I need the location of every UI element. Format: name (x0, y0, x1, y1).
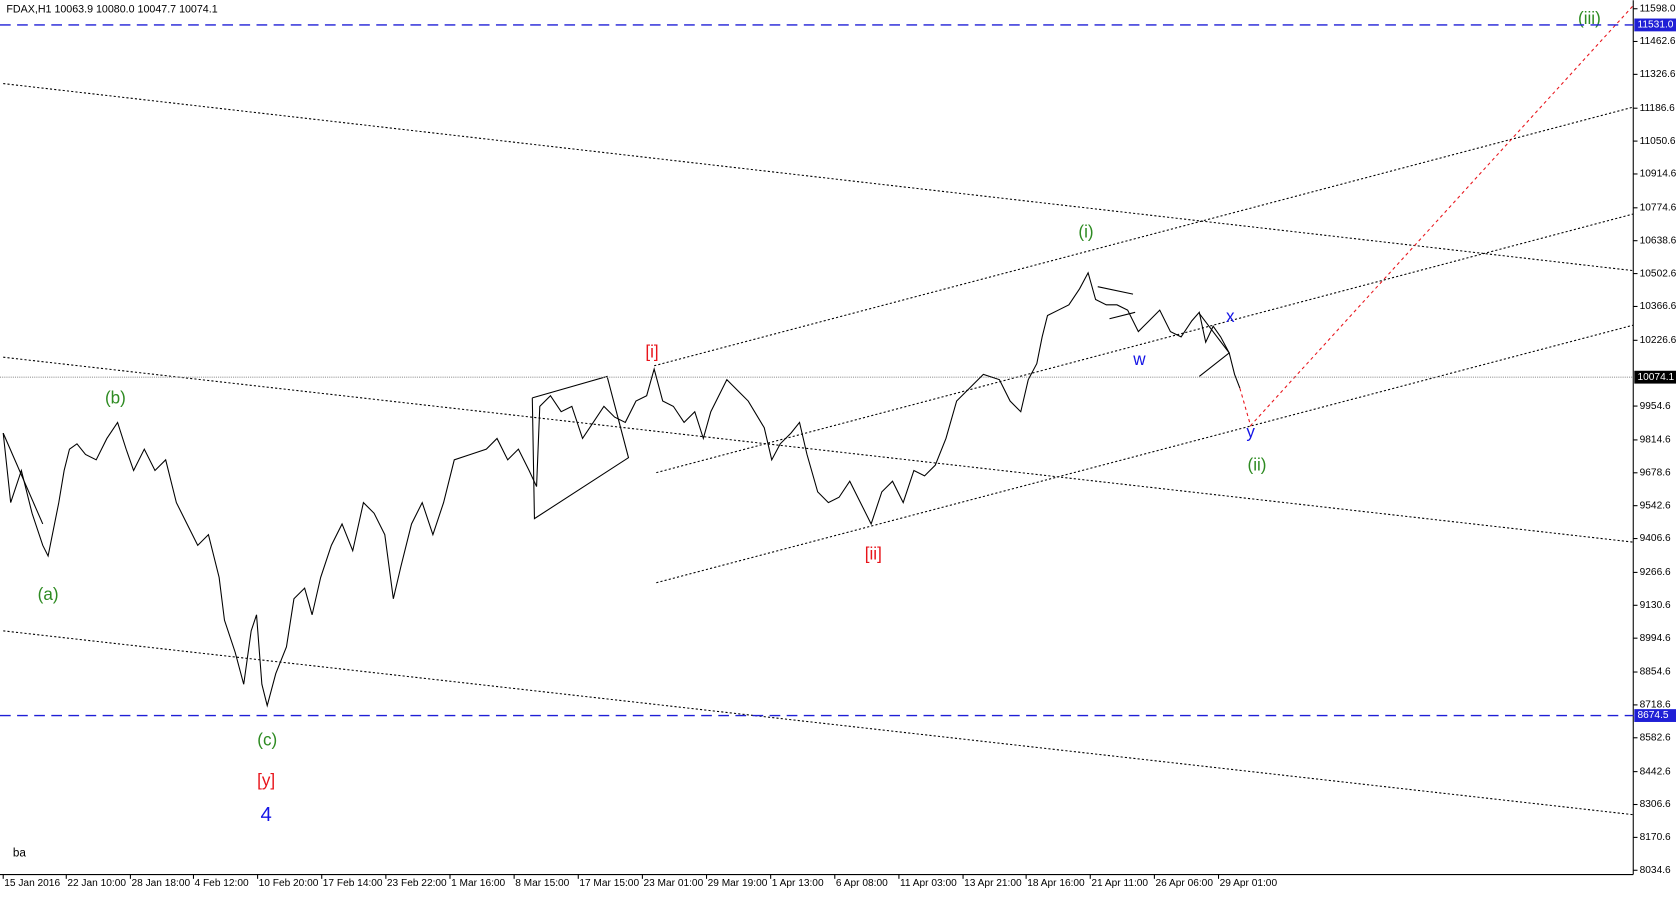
y-tick-label: 11050.6 (1640, 136, 1676, 147)
y-tick-label: 11186.6 (1640, 103, 1676, 114)
drawings (2, 5, 1634, 816)
corner-label: ba (13, 846, 27, 859)
level-label: 8674.5 (1638, 710, 1669, 721)
wave-label: (i) (1078, 223, 1093, 242)
x-tick-label: 28 Jan 18:00 (131, 878, 190, 889)
price-label: 10074.1 (1638, 372, 1675, 383)
x-tick-label: 11 Apr 03:00 (900, 878, 957, 889)
chart-title: FDAX,H1 10063.9 10080.0 10047.7 10074.1 (6, 4, 217, 16)
y-tick-label: 9406.6 (1640, 533, 1671, 544)
x-tick-label: 29 Apr 01:00 (1220, 878, 1278, 889)
wave-label: w (1132, 350, 1146, 369)
level-label-box (1634, 18, 1676, 32)
wave-label: (c) (257, 730, 277, 749)
y-tick-label: 8442.6 (1640, 766, 1671, 777)
x-tick-label: 29 Mar 19:00 (708, 878, 768, 889)
x-tick-label: 26 Apr 06:00 (1155, 878, 1213, 889)
triangle (1109, 311, 1136, 320)
y-tick-label: 9130.6 (1640, 600, 1671, 611)
trend-line (656, 213, 1634, 474)
y-tick-label: 8994.6 (1640, 633, 1671, 644)
wave-label: (iii) (1578, 9, 1601, 28)
triangle (1097, 286, 1134, 295)
level-label-box (1634, 709, 1676, 722)
x-tick-label: 13 Apr 21:00 (964, 878, 1022, 889)
y-tick-label: 8582.6 (1640, 732, 1671, 743)
y-tick-label: 10774.6 (1640, 203, 1676, 214)
y-tick-label: 9266.6 (1640, 567, 1671, 578)
annotations: (iii) (i) [i] (b) (a) (c) [y] 4 [ii] w x… (38, 9, 1601, 826)
price-line-series (2, 271, 1241, 708)
triangle (531, 375, 630, 520)
x-tick-label: 17 Feb 14:00 (323, 878, 383, 889)
y-tick-label: 9954.6 (1640, 401, 1671, 412)
x-tick-label: 22 Jan 10:00 (67, 878, 126, 889)
wave-label: x (1226, 307, 1235, 326)
x-tick-label: 8 Mar 15:00 (515, 878, 569, 889)
y-tick-label: 10226.6 (1640, 335, 1676, 346)
projection (1239, 5, 1634, 427)
wave-label: (a) (38, 585, 59, 604)
wave-label: y (1246, 423, 1255, 442)
y-tick-label: 11326.6 (1640, 69, 1676, 80)
y-tick-label: 8034.6 (1640, 865, 1671, 876)
y-tick-label: 9542.6 (1640, 500, 1671, 511)
x-tick-label: 1 Apr 13:00 (772, 878, 824, 889)
trend-line (656, 324, 1634, 584)
y-tick-label: 8854.6 (1640, 667, 1671, 678)
x-tick-label: 4 Feb 12:00 (195, 878, 249, 889)
wave-label: (b) (105, 388, 126, 407)
y-tick-label: 11462.6 (1640, 36, 1676, 47)
x-tick-label: 15 Jan 2016 (4, 878, 60, 889)
y-tick-label: 10366.6 (1640, 301, 1676, 312)
trend-line (654, 106, 1634, 367)
y-tick-label: 11598.0 (1640, 3, 1676, 14)
x-tick-label: 17 Mar 15:00 (579, 878, 639, 889)
y-tick-label: 10502.6 (1640, 268, 1676, 279)
x-tick-label: 23 Mar 01:00 (643, 878, 703, 889)
x-tick-label: 18 Apr 16:00 (1027, 878, 1085, 889)
x-tick-label: 1 Mar 16:00 (451, 878, 505, 889)
x-tick-label: 10 Feb 20:00 (259, 878, 319, 889)
y-tick-label: 8170.6 (1640, 832, 1671, 843)
y-tick-label: 9814.6 (1640, 435, 1671, 446)
x-tick-label: 23 Feb 22:00 (387, 878, 447, 889)
price-label-box (1634, 370, 1676, 384)
wave-label: [i] (645, 342, 658, 361)
y-tick-label: 8306.6 (1640, 799, 1671, 810)
x-tick-label: 6 Apr 08:00 (836, 878, 888, 889)
y-tick-label: 9678.6 (1640, 467, 1671, 478)
y-tick-label: 10914.6 (1640, 169, 1676, 180)
wave-label: (ii) (1248, 456, 1267, 475)
y-tick-label: 8718.6 (1640, 700, 1671, 711)
x-tick-label: 21 Apr 11:00 (1091, 878, 1148, 889)
level-label: 11531.0 (1638, 20, 1674, 31)
y-tick-label: 10638.6 (1640, 235, 1676, 246)
wave-label: 4 (261, 804, 272, 826)
wave-label: [ii] (865, 544, 882, 563)
wave-label: [y] (257, 771, 275, 790)
